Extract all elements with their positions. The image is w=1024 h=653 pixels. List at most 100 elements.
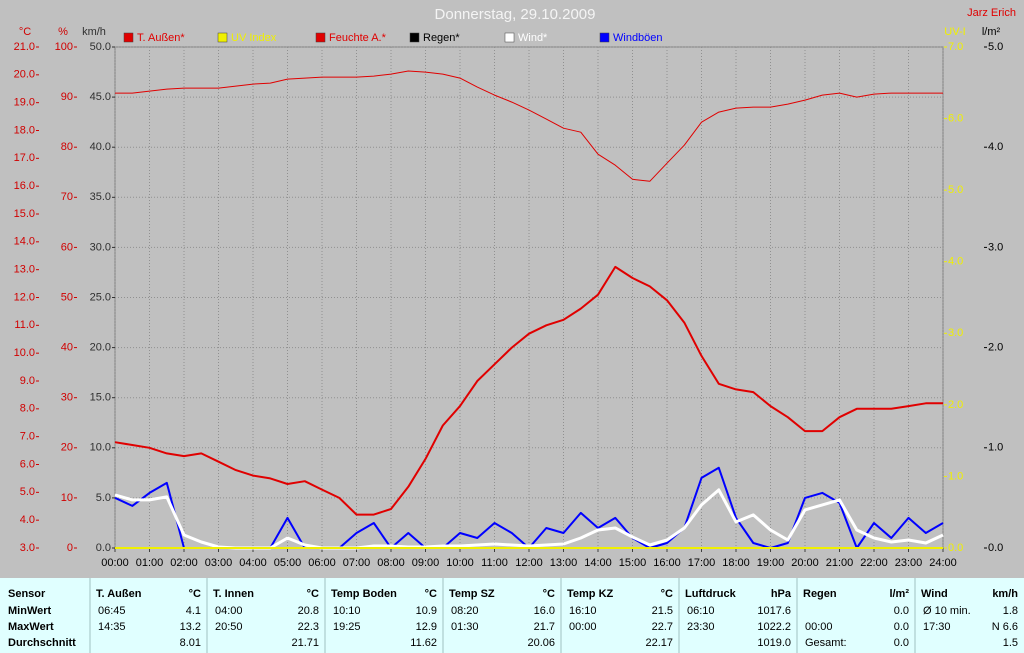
y-tick-label: 6.0	[20, 458, 35, 470]
x-tick-label: 20:00	[791, 557, 819, 569]
cell-right: 21.7	[534, 621, 555, 633]
y-tick-label: 25.0	[90, 291, 111, 303]
y-tick-label: 14.0	[14, 236, 35, 248]
x-tick-label: 17:00	[688, 557, 716, 569]
y-tick-label: 90	[61, 91, 73, 103]
cell-right: 4.1	[186, 605, 201, 617]
cell-left: 14:35	[98, 621, 126, 633]
cell-left: 06:45	[98, 605, 126, 617]
series-line	[114, 265, 943, 516]
y-tick-label: 0.0	[988, 542, 1003, 554]
y-tick-label: 21.0	[14, 41, 35, 53]
y-tick-label: 7.0	[20, 431, 35, 443]
cell-left: Gesamt:	[805, 637, 847, 649]
group-unit: °C	[543, 588, 555, 600]
y-tick-label: 9.0	[20, 375, 35, 387]
y-tick-label: 1.0	[988, 442, 1003, 454]
group-name: Temp Boden	[331, 588, 397, 600]
y-tick-label: 16.0	[14, 180, 35, 192]
y-tick-label: 12.0	[14, 291, 35, 303]
group-name: Luftdruck	[685, 588, 737, 600]
cell-right: 0.0	[894, 621, 909, 633]
x-tick-label: 03:00	[205, 557, 233, 569]
x-tick-label: 22:00	[860, 557, 888, 569]
cell-left: 16:10	[569, 605, 597, 617]
y-tick-label: 30	[61, 392, 73, 404]
cell-right: 22.3	[298, 621, 319, 633]
cell-left: 19:25	[333, 621, 361, 633]
group-name: Wind	[921, 588, 948, 600]
series-line	[115, 70, 943, 182]
cell-right: 21.71	[291, 637, 319, 649]
x-tick-label: 08:00	[377, 557, 405, 569]
y-tick-label: 3.0	[948, 327, 963, 339]
chart-title: Donnerstag, 29.10.2009	[435, 6, 596, 23]
cell-right: 1017.6	[757, 605, 791, 617]
cell-left: 00:00	[569, 621, 597, 633]
cell-left: 23:30	[687, 621, 715, 633]
x-tick-label: 14:00	[584, 557, 612, 569]
row-label: Durchschnitt	[8, 637, 76, 649]
y-tick-label: 3.0	[20, 542, 35, 554]
y-tick-label: 3.0	[988, 241, 1003, 253]
x-tick-label: 15:00	[619, 557, 647, 569]
cell-left: 01:30	[451, 621, 479, 633]
y-tick-label: 5.0	[948, 184, 963, 196]
y-tick-label: 11.0	[14, 319, 35, 331]
cell-left: 17:30	[923, 621, 951, 633]
legend-swatch	[409, 32, 420, 43]
y-tick-label: 20	[61, 442, 73, 454]
y-tick-label: 2.0	[948, 399, 963, 411]
group-name: T. Innen	[213, 588, 254, 600]
cell-right: 0.0	[894, 605, 909, 617]
group-name: Temp KZ	[567, 588, 614, 600]
y-tick-label: 5.0	[988, 41, 1003, 53]
cell-left: 04:00	[215, 605, 243, 617]
cell-left: 08:20	[451, 605, 479, 617]
cell-left: 20:50	[215, 621, 243, 633]
cell-right: 21.5	[652, 605, 673, 617]
x-tick-label: 06:00	[308, 557, 336, 569]
x-tick-label: 12:00	[515, 557, 543, 569]
x-tick-label: 09:00	[412, 557, 440, 569]
cell-right: 20.8	[298, 605, 319, 617]
y-tick-label: 18.0	[14, 124, 35, 136]
y-tick-label: 30.0	[90, 241, 111, 253]
y-tick-label: 50	[61, 291, 73, 303]
cell-right: 1022.2	[757, 621, 791, 633]
y-tick-label: 40	[61, 342, 73, 354]
row-label: Sensor	[8, 588, 46, 600]
axis-label: l/m²	[982, 26, 1001, 38]
y-tick-label: 50.0	[90, 41, 111, 53]
y-tick-label: 20.0	[90, 342, 111, 354]
row-label: MaxWert	[8, 621, 54, 633]
y-tick-label: 20.0	[14, 69, 35, 81]
x-tick-label: 18:00	[722, 557, 750, 569]
y-tick-label: 4.0	[988, 141, 1003, 153]
cell-right: 1.8	[1003, 605, 1018, 617]
legend-label: Wind*	[518, 32, 548, 44]
cell-left: 00:00	[805, 621, 833, 633]
y-tick-label: 17.0	[14, 152, 35, 164]
table-background	[0, 578, 1024, 653]
axis-label: km/h	[82, 26, 106, 38]
x-tick-label: 07:00	[343, 557, 371, 569]
legend-label: Regen*	[423, 32, 460, 44]
y-tick-label: 40.0	[90, 141, 111, 153]
x-tick-label: 19:00	[757, 557, 785, 569]
group-unit: °C	[307, 588, 319, 600]
cell-right: 20.06	[527, 637, 555, 649]
author: Jarz Erich	[967, 7, 1016, 19]
x-tick-label: 23:00	[895, 557, 923, 569]
group-name: Temp SZ	[449, 588, 495, 600]
legend-swatch	[504, 32, 515, 43]
y-tick-label: 0.0	[96, 542, 111, 554]
legend-swatch	[217, 32, 228, 43]
y-tick-label: 2.0	[988, 342, 1003, 354]
cell-right: 1.5	[1003, 637, 1018, 649]
group-unit: hPa	[771, 588, 792, 600]
axis-label: %	[58, 26, 68, 38]
y-tick-label: 100	[55, 41, 73, 53]
group-unit: l/m²	[889, 588, 909, 600]
